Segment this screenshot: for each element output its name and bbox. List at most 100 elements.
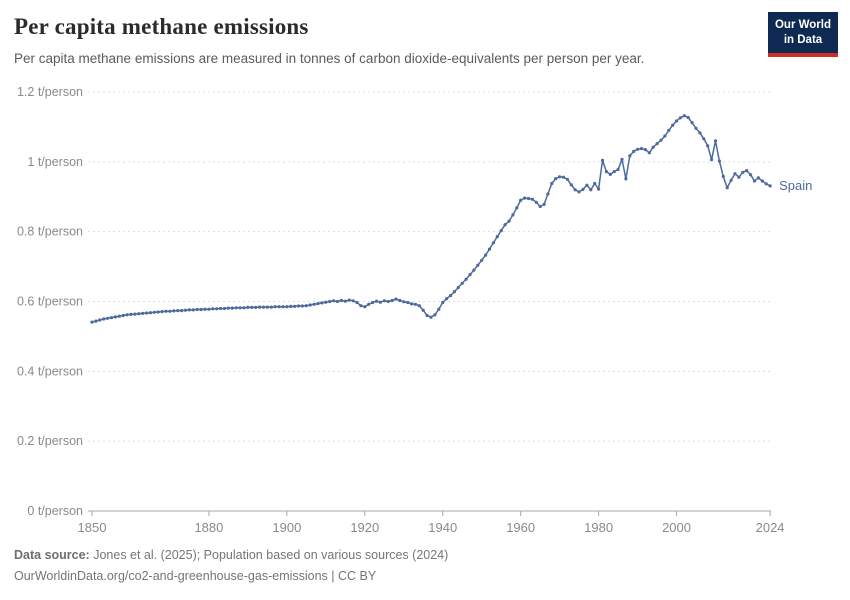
data-point[interactable] (612, 170, 616, 174)
data-point[interactable] (503, 223, 507, 227)
data-point[interactable] (343, 299, 347, 303)
data-point[interactable] (359, 304, 363, 308)
data-point[interactable] (577, 190, 581, 194)
data-point[interactable] (335, 299, 340, 304)
data-point[interactable] (737, 175, 741, 179)
data-point[interactable] (542, 202, 546, 206)
data-point[interactable] (413, 302, 418, 306)
data-point[interactable] (620, 157, 624, 161)
data-point[interactable] (211, 307, 215, 311)
data-point[interactable] (756, 176, 761, 180)
data-point[interactable] (499, 229, 503, 233)
data-point[interactable] (534, 200, 538, 204)
data-point[interactable] (164, 309, 168, 313)
data-point[interactable] (285, 305, 289, 309)
data-point[interactable] (651, 145, 655, 149)
data-point[interactable] (250, 305, 254, 309)
data-point[interactable] (109, 316, 114, 320)
data-point[interactable] (484, 253, 488, 257)
data-point[interactable] (300, 304, 304, 308)
data-point[interactable] (639, 147, 644, 151)
data-point[interactable] (289, 304, 293, 308)
data-point[interactable] (125, 313, 129, 317)
data-point[interactable] (355, 300, 359, 305)
data-point[interactable] (261, 305, 266, 309)
data-point[interactable] (234, 306, 238, 310)
data-point[interactable] (363, 305, 367, 309)
data-point[interactable] (433, 313, 437, 317)
data-point[interactable] (199, 307, 203, 312)
data-point[interactable] (573, 188, 577, 192)
data-point[interactable] (203, 307, 207, 311)
data-point[interactable] (129, 312, 133, 316)
data-point[interactable] (425, 313, 429, 318)
data-point[interactable] (717, 159, 722, 163)
data-point[interactable] (752, 179, 757, 183)
data-point[interactable] (441, 300, 445, 305)
data-point[interactable] (725, 186, 729, 190)
data-point[interactable] (371, 300, 375, 305)
data-point[interactable] (168, 309, 172, 313)
data-point[interactable] (698, 131, 702, 135)
data-point[interactable] (277, 305, 281, 309)
data-point[interactable] (526, 196, 531, 201)
data-point[interactable] (655, 142, 659, 146)
data-point[interactable] (565, 177, 570, 181)
data-point[interactable] (581, 187, 585, 191)
data-point[interactable] (511, 213, 515, 217)
data-point[interactable] (219, 306, 223, 311)
data-point[interactable] (94, 319, 98, 323)
data-point[interactable] (98, 318, 102, 322)
data-point[interactable] (374, 299, 379, 303)
data-point[interactable] (394, 297, 398, 301)
data-point[interactable] (464, 277, 468, 281)
data-point[interactable] (550, 181, 554, 186)
data-point[interactable] (160, 310, 164, 314)
data-point[interactable] (760, 179, 764, 183)
data-point[interactable] (293, 304, 297, 308)
data-point[interactable] (137, 312, 141, 316)
data-point[interactable] (187, 308, 191, 312)
data-point[interactable] (561, 175, 566, 179)
data-point[interactable] (480, 258, 484, 262)
data-point[interactable] (764, 182, 768, 186)
data-point[interactable] (624, 177, 628, 181)
owid-logo[interactable]: Our World in Data (768, 12, 838, 57)
data-point[interactable] (281, 305, 285, 309)
data-point[interactable] (749, 173, 753, 177)
data-point[interactable] (597, 187, 601, 191)
data-point[interactable] (320, 301, 324, 305)
data-point[interactable] (347, 298, 351, 302)
data-point[interactable] (632, 149, 636, 153)
data-point[interactable] (706, 144, 710, 148)
data-point[interactable] (410, 302, 414, 306)
data-point[interactable] (102, 317, 106, 321)
data-point[interactable] (495, 235, 499, 239)
data-point[interactable] (616, 167, 620, 172)
data-point[interactable] (246, 305, 250, 309)
data-point[interactable] (667, 128, 671, 132)
data-point[interactable] (390, 298, 394, 303)
data-point[interactable] (406, 300, 410, 305)
data-point[interactable] (421, 308, 425, 312)
data-point[interactable] (554, 177, 558, 181)
data-point[interactable] (487, 247, 492, 251)
data-point[interactable] (417, 304, 421, 308)
data-point[interactable] (258, 305, 262, 309)
data-point[interactable] (402, 300, 406, 304)
data-point[interactable] (472, 268, 476, 272)
data-point[interactable] (90, 320, 94, 324)
data-point[interactable] (437, 307, 441, 311)
data-point[interactable] (768, 184, 772, 188)
data-point[interactable] (546, 192, 550, 196)
data-point[interactable] (316, 302, 320, 306)
data-point[interactable] (448, 294, 453, 298)
data-point[interactable] (702, 137, 706, 141)
data-point[interactable] (339, 298, 343, 303)
data-point[interactable] (106, 316, 110, 320)
data-point[interactable] (682, 114, 686, 118)
data-point[interactable] (304, 304, 308, 308)
data-point[interactable] (690, 121, 694, 125)
data-point[interactable] (378, 300, 382, 304)
data-point[interactable] (296, 304, 301, 308)
